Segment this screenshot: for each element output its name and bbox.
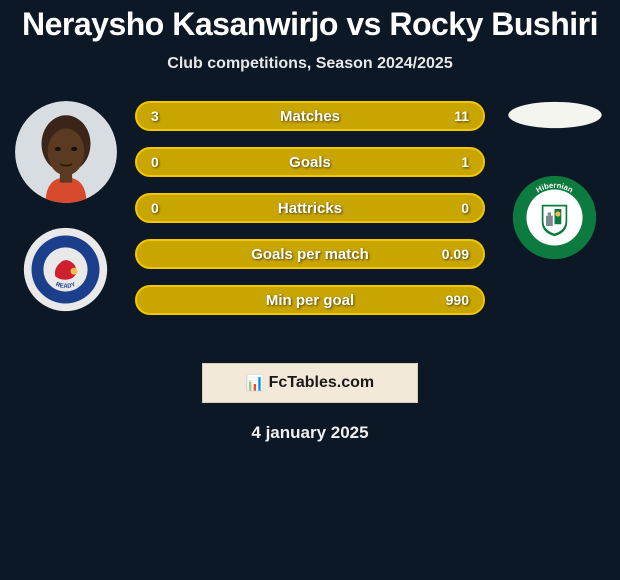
stat-right-value: 0.09	[442, 246, 469, 262]
watermark: 📊 FcTables.com	[202, 363, 418, 403]
page-title: Neraysho Kasanwirjo vs Rocky Bushiri	[0, 0, 620, 43]
watermark-text: FcTables.com	[269, 374, 375, 392]
right-club-badge: Hibernian EDINBURGH	[512, 175, 597, 260]
stat-label: Min per goal	[137, 292, 483, 309]
chart-icon: 📊	[246, 374, 265, 392]
right-player-blank	[504, 101, 606, 129]
stat-row: Min per goal990	[135, 285, 485, 315]
stat-row: Goals per match0.09	[135, 239, 485, 269]
comparison-area: RANGERS FOOTBALL CLUB READY	[0, 101, 620, 351]
left-player-column: RANGERS FOOTBALL CLUB READY	[8, 101, 123, 312]
stat-label: Matches	[137, 108, 483, 125]
stat-right-value: 11	[454, 108, 469, 124]
stat-label: Goals	[137, 154, 483, 171]
stat-row: 0Goals1	[135, 147, 485, 177]
stat-left-value: 3	[151, 108, 159, 124]
right-player-column: Hibernian EDINBURGH	[497, 101, 612, 260]
stat-pills: 3Matches110Goals10Hattricks0Goals per ma…	[135, 101, 485, 331]
left-player-photo	[15, 101, 117, 203]
left-club-badge: RANGERS FOOTBALL CLUB READY	[23, 227, 108, 312]
stat-left-value: 0	[151, 200, 159, 216]
stat-right-value: 990	[446, 292, 469, 308]
stat-left-value: 0	[151, 154, 159, 170]
subtitle: Club competitions, Season 2024/2025	[0, 55, 620, 73]
stat-right-value: 0	[461, 200, 469, 216]
stat-right-value: 1	[461, 154, 469, 170]
date-label: 4 january 2025	[0, 423, 620, 443]
stat-label: Goals per match	[137, 246, 483, 263]
stat-row: 0Hattricks0	[135, 193, 485, 223]
stat-label: Hattricks	[137, 200, 483, 217]
stat-row: 3Matches11	[135, 101, 485, 131]
